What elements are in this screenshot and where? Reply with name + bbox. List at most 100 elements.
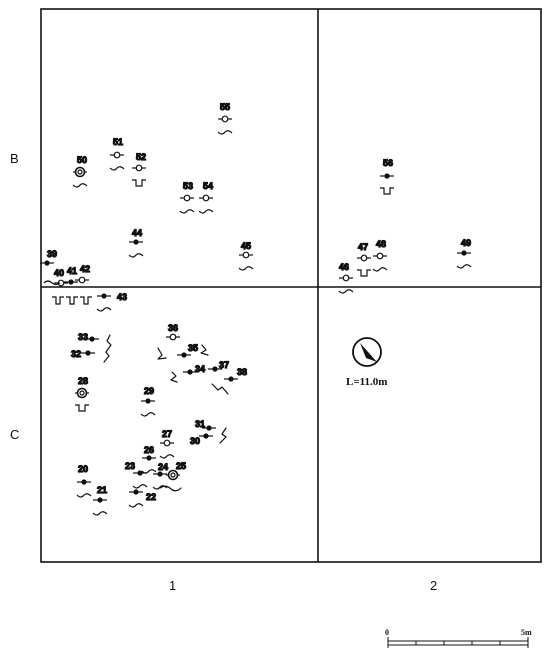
post-25: 25 bbox=[166, 460, 187, 481]
post-40: 40 bbox=[53, 267, 68, 287]
post-label-28: 28 bbox=[78, 376, 88, 386]
post-label-32: 32 bbox=[71, 349, 81, 359]
column-label-1: 1 bbox=[169, 578, 176, 593]
post-section-profile bbox=[217, 130, 233, 135]
post-label-34: 34 bbox=[195, 364, 205, 374]
posthole-filled-icon bbox=[101, 293, 107, 299]
wall-trace bbox=[200, 344, 209, 356]
post-label-42: 42 bbox=[80, 264, 90, 274]
posthole-open-icon bbox=[169, 333, 177, 341]
posthole-filled-icon bbox=[89, 336, 95, 342]
post-row-trace bbox=[43, 280, 61, 286]
post-section-profile bbox=[128, 503, 144, 508]
scale-label-start: 0 bbox=[385, 628, 389, 637]
post-label-51: 51 bbox=[113, 137, 123, 147]
posthole-open-icon bbox=[342, 274, 350, 282]
post-label-41: 41 bbox=[67, 266, 77, 276]
post-23: 23 bbox=[124, 460, 148, 489]
post-33: 33 bbox=[77, 331, 99, 343]
posthole-filled-icon bbox=[228, 376, 234, 382]
post-48: 48 bbox=[372, 238, 388, 272]
post-20: 20 bbox=[76, 463, 92, 498]
wall-trace bbox=[170, 371, 178, 383]
post-26: 26 bbox=[141, 444, 157, 474]
posthole-filled-icon bbox=[461, 250, 467, 256]
post-label-47: 47 bbox=[358, 242, 368, 252]
posthole-filled-icon bbox=[81, 479, 87, 485]
post-section-profile bbox=[109, 166, 125, 171]
wall-trace bbox=[103, 334, 112, 363]
posthole-filled-icon bbox=[203, 433, 209, 439]
section-profile-run bbox=[52, 296, 92, 305]
column-label-2: 2 bbox=[430, 578, 437, 593]
post-36: 36 bbox=[166, 322, 180, 341]
post-section-profile bbox=[372, 267, 388, 272]
post-section-profile bbox=[132, 484, 148, 489]
post-label-29: 29 bbox=[144, 386, 154, 396]
post-label-24: 24 bbox=[158, 462, 168, 472]
post-label-30: 30 bbox=[190, 436, 200, 446]
post-section-profile bbox=[140, 412, 156, 417]
wall-trace bbox=[219, 427, 227, 444]
post-section-profile bbox=[357, 269, 371, 277]
post-label-20: 20 bbox=[78, 464, 88, 474]
post-38: 38 bbox=[224, 366, 248, 382]
post-55: 55 bbox=[217, 101, 233, 135]
post-43: 43 bbox=[96, 291, 128, 312]
post-47: 47 bbox=[357, 241, 371, 277]
posthole-large-inner-icon bbox=[170, 472, 176, 478]
post-label-43: 43 bbox=[117, 292, 127, 302]
posthole-open-icon bbox=[163, 439, 171, 447]
wall-trace bbox=[157, 347, 167, 360]
post-54: 54 bbox=[198, 180, 214, 214]
posthole-large-inner-icon bbox=[77, 169, 83, 175]
posthole-open-icon bbox=[376, 252, 384, 260]
posthole-filled-icon bbox=[187, 369, 193, 375]
post-27: 27 bbox=[159, 428, 175, 459]
post-label-25: 25 bbox=[176, 461, 186, 471]
post-44: 44 bbox=[128, 227, 144, 258]
post-28: 28 bbox=[75, 375, 89, 412]
posthole-filled-icon bbox=[137, 470, 143, 476]
length-label: L=11.0m bbox=[346, 376, 387, 388]
posthole-filled-icon bbox=[146, 455, 152, 461]
post-label-21: 21 bbox=[97, 485, 107, 495]
post-35: 35 bbox=[177, 342, 199, 358]
post-label-22: 22 bbox=[146, 492, 156, 502]
post-label-33: 33 bbox=[78, 332, 88, 342]
post-31: 31 bbox=[194, 418, 216, 431]
post-21: 21 bbox=[92, 484, 108, 516]
post-label-49: 49 bbox=[461, 238, 471, 248]
row-label-c: C bbox=[10, 427, 19, 442]
post-section-profile bbox=[75, 404, 89, 412]
post-label-50: 50 bbox=[77, 155, 87, 165]
wall-trace bbox=[43, 280, 61, 286]
posthole-open-icon bbox=[57, 279, 65, 287]
post-section-profile bbox=[66, 296, 78, 305]
post-label-54: 54 bbox=[203, 181, 213, 191]
post-label-39: 39 bbox=[47, 249, 57, 259]
grid-border bbox=[40, 8, 542, 563]
north-arrow-needle-icon bbox=[360, 343, 377, 362]
post-section-profile bbox=[198, 209, 214, 214]
north-arrow bbox=[352, 337, 382, 367]
post-label-23: 23 bbox=[125, 461, 135, 471]
posthole-open-icon bbox=[135, 164, 143, 172]
posthole-filled-icon bbox=[44, 260, 50, 266]
posthole-filled-icon bbox=[206, 425, 212, 431]
post-label-44: 44 bbox=[132, 228, 142, 238]
posthole-open-icon bbox=[360, 254, 368, 262]
posthole-filled-icon bbox=[85, 350, 91, 356]
post-section-profile bbox=[76, 493, 92, 498]
posthole-filled-icon bbox=[68, 279, 74, 285]
post-section-profile bbox=[96, 307, 112, 312]
post-label-36: 36 bbox=[168, 323, 178, 333]
posthole-open-icon bbox=[78, 276, 86, 284]
post-22: 22 bbox=[128, 489, 157, 508]
post-label-27: 27 bbox=[162, 429, 172, 439]
post-section-profile bbox=[159, 454, 175, 459]
post-label-45: 45 bbox=[241, 241, 251, 251]
post-section-profile bbox=[72, 183, 88, 188]
post-24: 24 bbox=[152, 461, 169, 490]
